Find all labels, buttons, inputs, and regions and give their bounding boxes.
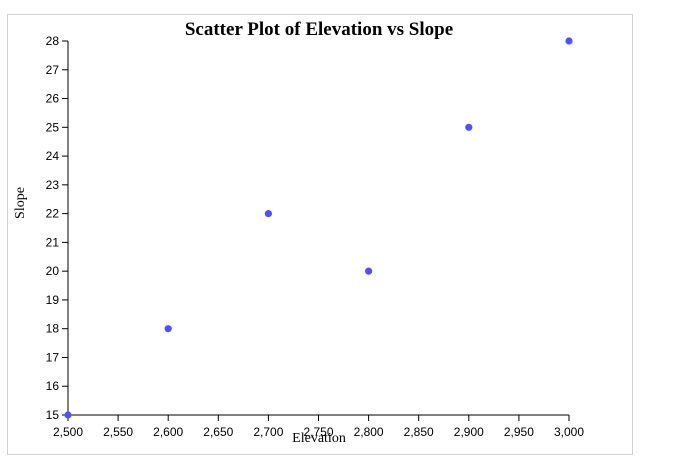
x-tick-label: 2,550 — [103, 425, 133, 439]
x-tick-label: 2,700 — [253, 425, 283, 439]
y-tick-label: 23 — [46, 178, 60, 192]
y-tick-label: 24 — [46, 149, 60, 163]
x-tick-label: 2,800 — [354, 425, 384, 439]
y-tick-label: 16 — [46, 379, 60, 393]
y-tick-label: 20 — [46, 264, 60, 278]
y-tick-label: 18 — [46, 322, 60, 336]
y-tick-label: 28 — [46, 34, 60, 48]
data-point — [465, 123, 473, 131]
chart-border — [7, 14, 633, 455]
x-axis: 2,500 2,550 2,600 2,650 2,700 2,750 2,800 2,850… — [53, 414, 584, 439]
y-tick-label: 22 — [46, 207, 60, 221]
y-axis-label: Slope — [13, 187, 28, 219]
y-axis: 15 16 17 18 19 20 21 22 23 24 25 26 27 28 — [46, 34, 69, 422]
y-tick-label: 17 — [46, 350, 60, 364]
y-tick-label: 19 — [46, 293, 60, 307]
data-point — [164, 325, 172, 333]
chart-title: Scatter Plot of Elevation vs Slope — [185, 19, 453, 40]
x-tick-label: 2,950 — [504, 425, 534, 439]
data-point — [264, 210, 272, 218]
x-tick-label: 2,850 — [404, 425, 434, 439]
y-tick-label: 15 — [46, 408, 60, 422]
y-tick-label: 21 — [46, 235, 60, 249]
x-tick-label: 3,000 — [554, 425, 584, 439]
x-tick-label: 2,600 — [153, 425, 183, 439]
x-axis-label: Elevation — [292, 431, 346, 446]
y-tick-label: 25 — [46, 120, 60, 134]
x-tick-label: 2,750 — [303, 425, 333, 439]
y-tick-label: 26 — [46, 92, 60, 106]
x-tick-label: 2,900 — [454, 425, 484, 439]
x-tick-label: 2,650 — [203, 425, 233, 439]
data-point — [64, 411, 72, 419]
y-tick-label: 27 — [46, 63, 60, 77]
data-points — [64, 37, 573, 419]
x-tick-label: 2,500 — [53, 425, 83, 439]
data-point — [565, 37, 573, 45]
data-point — [365, 267, 373, 275]
